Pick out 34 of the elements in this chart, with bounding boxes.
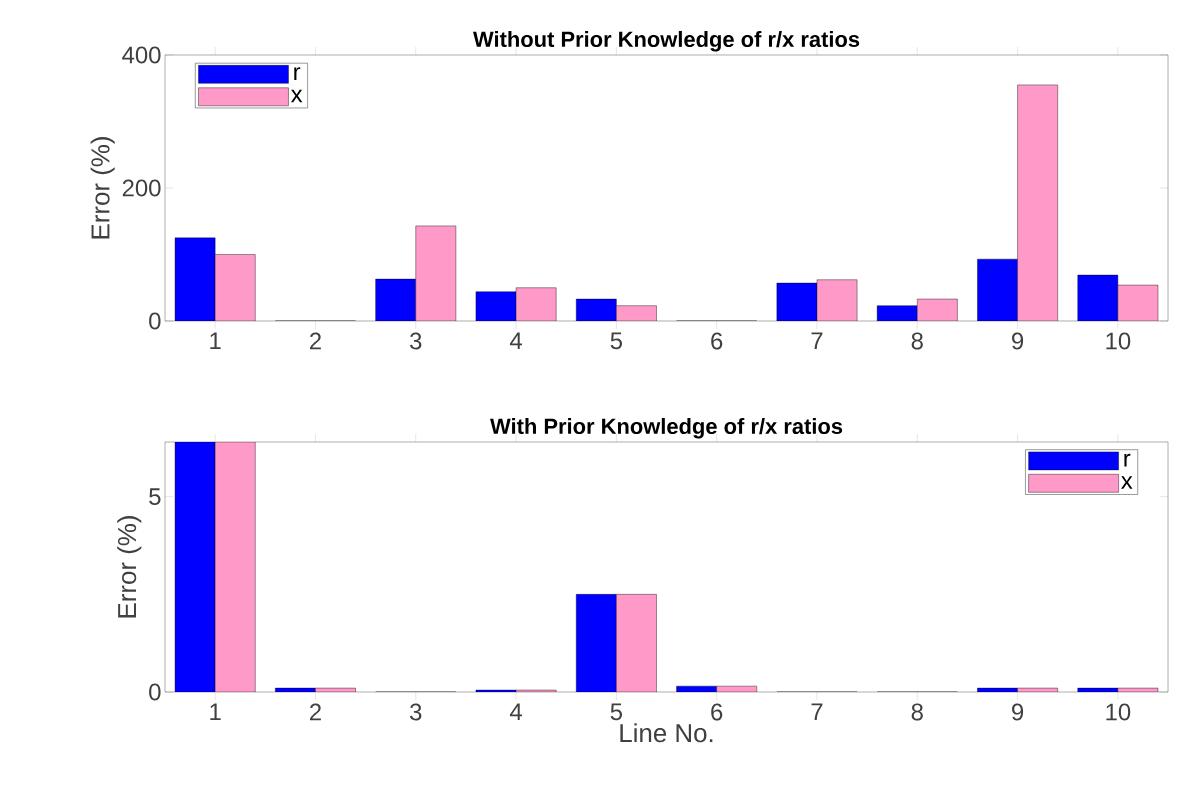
x-tick-label: 1 bbox=[210, 703, 221, 720]
x-tick-label: 4 bbox=[509, 332, 522, 349]
x-tick-label: 8 bbox=[911, 703, 923, 721]
x-tick-label: 10 bbox=[1106, 703, 1131, 721]
x-tick-label: 3 bbox=[410, 703, 422, 721]
legend-label: x bbox=[1121, 476, 1133, 489]
x-tick-label: 4 bbox=[509, 703, 523, 720]
y-tick-label: 0 bbox=[149, 312, 161, 330]
y-axis-title: Error (%) bbox=[90, 137, 115, 239]
x-tick-label: 9 bbox=[1012, 332, 1024, 350]
x-tick-label: 7 bbox=[811, 703, 823, 720]
y-tick-label: 0 bbox=[149, 683, 161, 701]
x-tick-label: 2 bbox=[310, 332, 321, 350]
legend-label: x bbox=[290, 89, 303, 103]
x-tick-label: 5 bbox=[610, 332, 623, 350]
x-axis-title: Line No. bbox=[620, 723, 713, 743]
chart-title: With Prior Knowledge of r/x ratios bbox=[490, 417, 843, 439]
x-tick-label: 6 bbox=[711, 332, 723, 350]
chart-title: Without Prior Knowledge of r/x ratios bbox=[473, 30, 860, 52]
x-tick-label: 1 bbox=[210, 332, 221, 349]
x-tick-label: 7 bbox=[811, 332, 823, 349]
x-tick-label: 8 bbox=[911, 332, 923, 350]
x-tick-label: 6 bbox=[711, 703, 723, 721]
y-tick-label: 400 bbox=[122, 46, 161, 64]
x-tick-label: 2 bbox=[310, 703, 321, 721]
x-tick-label: 10 bbox=[1106, 332, 1131, 350]
y-tick-label: 200 bbox=[122, 179, 161, 197]
legend-label: r bbox=[1124, 453, 1131, 467]
legend-label: r bbox=[294, 67, 301, 81]
x-tick-label: 5 bbox=[610, 703, 623, 721]
x-tick-label: 9 bbox=[1012, 703, 1024, 721]
y-axis-title: Error (%) bbox=[117, 516, 142, 618]
y-tick-label: 5 bbox=[149, 488, 161, 506]
x-tick-label: 3 bbox=[410, 332, 422, 350]
